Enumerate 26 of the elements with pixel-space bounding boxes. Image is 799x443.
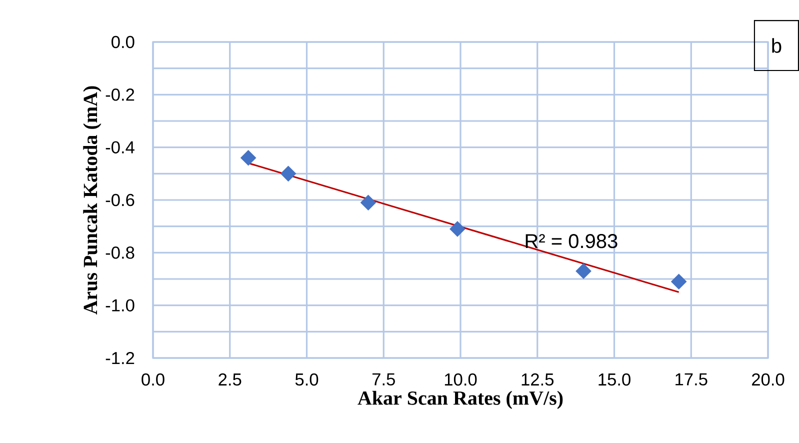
y-tick-label: -1.2	[106, 352, 134, 364]
x-tick-label: 20.0	[752, 373, 784, 386]
x-tick-label: 15.0	[598, 373, 630, 386]
x-tick-label: 7.5	[372, 373, 395, 386]
point	[240, 150, 256, 166]
point	[576, 263, 592, 279]
y-tick-label: -1.0	[106, 299, 134, 312]
x-axis-title: Akar Scan Rates (mV/s)	[358, 390, 563, 409]
text: b	[772, 38, 782, 53]
x-tick-label: 5.0	[295, 373, 318, 386]
x-tick-label: 10.0	[444, 373, 477, 386]
x-tick-label: 0.0	[142, 373, 164, 386]
y-tick-label: -0.4	[106, 141, 134, 154]
point	[360, 194, 376, 210]
y-tick-label: -0.6	[106, 194, 134, 206]
point	[280, 166, 296, 182]
y-tick-label: -0.8	[106, 246, 134, 259]
point	[671, 274, 687, 290]
x-tick-label: 12.5	[522, 373, 554, 386]
y-axis-title: Arus Puncak Katoda (mA)	[83, 86, 102, 315]
point	[450, 221, 466, 237]
x-tick-label: 2.5	[218, 373, 242, 386]
y-tick-label: 0.0	[112, 36, 134, 48]
x-tick-label: 17.5	[676, 373, 708, 386]
annotation: R² = 0.983	[526, 234, 618, 248]
y-tick-label: -0.2	[106, 88, 134, 101]
